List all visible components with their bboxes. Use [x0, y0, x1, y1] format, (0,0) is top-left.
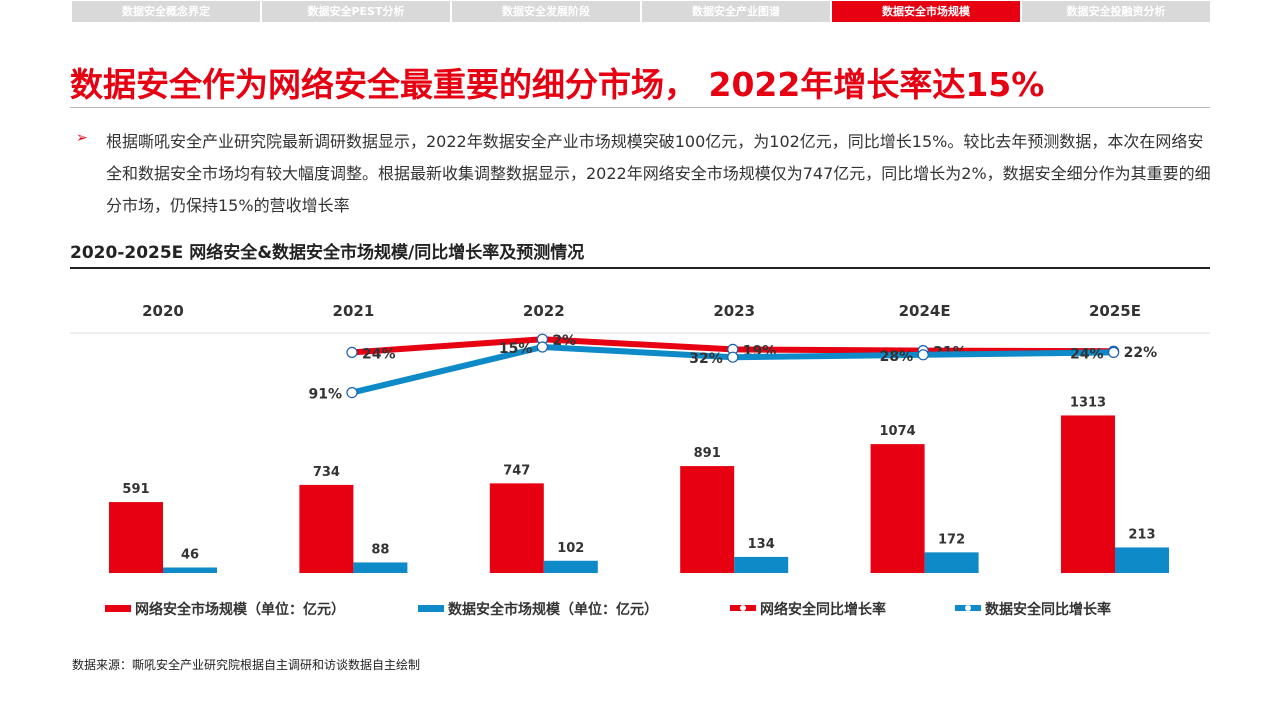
divider [70, 107, 1210, 108]
data-source: 数据来源：嘶吼安全产业研究院根据自主调研和访谈数据自主绘制 [72, 658, 421, 672]
line-point [917, 349, 929, 361]
bar-data [1115, 547, 1169, 573]
nav-tab[interactable]: 数据安全PEST分析 [262, 1, 450, 22]
line-value-label: 24% [362, 346, 396, 362]
bar-value-label: 213 [1128, 527, 1155, 542]
bar-value-label: 891 [694, 446, 721, 461]
page-title: 数据安全作为网络安全最重要的细分市场， 2022年增长率达15% [70, 65, 1045, 104]
legend-swatch [105, 605, 131, 612]
bar-data [163, 567, 217, 573]
bar-value-label: 46 [181, 547, 199, 562]
legend-label: 网络安全同比增长率 [760, 601, 886, 618]
line-point [346, 346, 358, 358]
bar-value-label: 172 [938, 532, 965, 547]
bar-network [109, 502, 163, 573]
line-value-label: 15% [499, 341, 533, 357]
legend-label: 数据安全同比增长率 [985, 601, 1111, 618]
line-value-label: 28% [880, 349, 914, 365]
line-value-label: 32% [689, 351, 723, 367]
bar-data [924, 552, 979, 573]
bar-data [734, 556, 789, 573]
category-label: 2022 [523, 302, 565, 320]
divider [70, 267, 1210, 269]
nav-tab[interactable]: 数据安全市场规模 [832, 1, 1020, 22]
bar-network [1061, 415, 1115, 573]
category-label: 2025E [1089, 302, 1141, 320]
line-value-label: 24% [1070, 346, 1104, 362]
bar-value-label: 591 [122, 482, 149, 497]
bar-data [543, 560, 598, 573]
bar-value-label: 1313 [1070, 395, 1106, 410]
legend-marker [740, 605, 746, 611]
bar-value-label: 134 [748, 537, 775, 552]
line-value-label: 91% [308, 387, 342, 403]
chart-title: 2020-2025E 网络安全&数据安全市场规模/同比增长率及预测情况 [70, 243, 585, 263]
category-label: 2020 [142, 302, 184, 320]
nav-tab[interactable]: 数据安全产业图谱 [642, 1, 830, 22]
line-point [727, 351, 739, 363]
bar-value-label: 102 [557, 541, 584, 556]
line-point [346, 387, 358, 399]
bar-value-label: 1074 [880, 424, 916, 439]
bar-value-label: 747 [503, 463, 530, 478]
legend-marker [965, 605, 971, 611]
line-value-label: 22% [1124, 345, 1158, 361]
nav-tab[interactable]: 数据安全概念界定 [72, 1, 260, 22]
legend-label: 数据安全市场规模（单位：亿元） [448, 601, 658, 618]
category-label: 2021 [333, 302, 375, 320]
legend-label: 网络安全市场规模（单位：亿元） [135, 601, 345, 618]
top-nav: 数据安全概念界定 数据安全PEST分析 数据安全发展阶段 数据安全产业图谱 数据安全市场… [72, 1, 1210, 22]
nav-tab[interactable]: 数据安全投融资分析 [1022, 1, 1210, 22]
bullet-icon: ➢ [76, 130, 88, 146]
bar-value-label: 88 [371, 542, 389, 557]
summary-paragraph: 根据嘶吼安全产业研究院最新调研数据显示，2022年数据安全产业市场规模突破100… [106, 132, 1211, 215]
nav-tab[interactable]: 数据安全发展阶段 [452, 1, 640, 22]
category-label: 2024E [899, 302, 951, 320]
bar-data [353, 562, 408, 573]
line-point [536, 341, 549, 353]
bar-value-label: 734 [313, 465, 340, 480]
bar-network [870, 444, 925, 573]
legend-swatch [418, 605, 444, 612]
bar-network [299, 484, 354, 573]
line-point [1107, 346, 1120, 358]
bar-network [489, 483, 544, 573]
category-label: 2023 [713, 302, 755, 320]
bar-network [680, 466, 735, 573]
